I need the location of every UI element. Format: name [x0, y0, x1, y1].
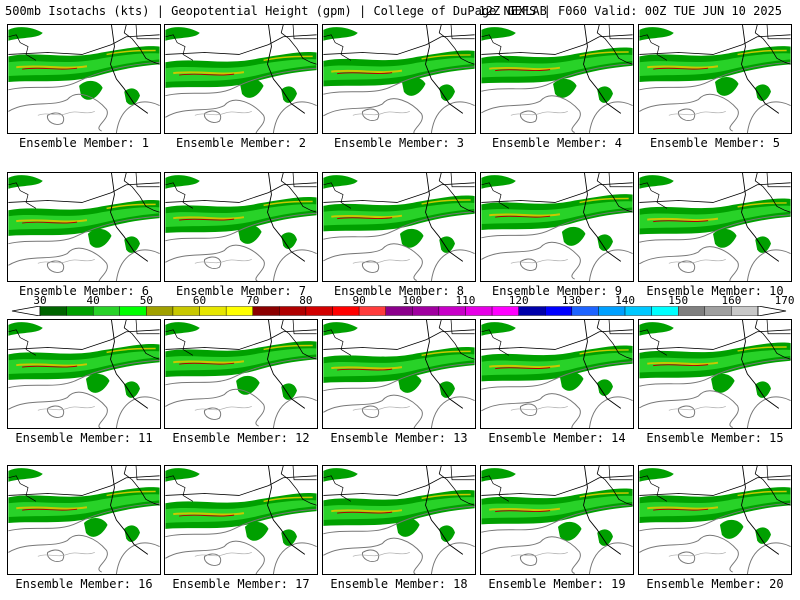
ensemble-member-label: Ensemble Member: 11 [15, 431, 153, 445]
colorbar-tick-label: 80 [299, 294, 313, 307]
ensemble-member-label: Ensemble Member: 3 [333, 136, 465, 150]
colorbar-tick-label: 160 [721, 294, 742, 307]
ensemble-member-map [7, 465, 161, 575]
ensemble-member-map [7, 319, 161, 429]
colorbar-tick-label: 70 [246, 294, 260, 307]
colorbar-tick-label: 150 [668, 294, 689, 307]
ensemble-member-map [322, 465, 476, 575]
colorbar-tick-label: 60 [192, 294, 207, 307]
ensemble-member-map [322, 172, 476, 282]
ensemble-member-label: Ensemble Member: 9 [491, 284, 623, 298]
colorbar-tick-label: 30 [33, 294, 47, 307]
ensemble-member-map [638, 24, 792, 134]
colorbar-tick-label: 140 [615, 294, 635, 307]
ensemble-member-label: Ensemble Member: 19 [488, 577, 626, 591]
isotach-colorbar: 30 40 50 60 70 80 90 100 110 120 130 140 150 160 170 [0, 294, 800, 318]
colorbar-tick-label: 40 [86, 294, 100, 307]
ensemble-member-map [638, 319, 792, 429]
ensemble-member-label: Ensemble Member: 13 [330, 431, 468, 445]
header-run-info: 12Z GEFS | F060 Valid: 00Z TUE JUN 10 20… [478, 4, 782, 18]
map-header: 500mb Isotachs (kts) | Geopotential Heig… [0, 0, 800, 22]
ensemble-member-map [480, 465, 634, 575]
colorbar-tick-label: 130 [561, 294, 582, 307]
ensemble-member-map [638, 172, 792, 282]
ensemble-member-map [480, 172, 634, 282]
ensemble-member-label: Ensemble Member: 10 [646, 284, 784, 298]
ensemble-member-map [480, 319, 634, 429]
colorbar-tick-label: 90 [352, 294, 366, 307]
colorbar-tick-label: 120 [508, 294, 529, 307]
ensemble-member-label: Ensemble Member: 7 [175, 284, 307, 298]
ensemble-member-label: Ensemble Member: 4 [491, 136, 623, 150]
colorbar-tick-label: 170 [774, 294, 795, 307]
ensemble-member-label: Ensemble Member: 6 [18, 284, 150, 298]
ensemble-member-map [322, 24, 476, 134]
ensemble-member-map [322, 319, 476, 429]
ensemble-member-map [164, 24, 318, 134]
ensemble-member-label: Ensemble Member: 15 [646, 431, 784, 445]
ensemble-member-label: Ensemble Member: 8 [333, 284, 465, 298]
ensemble-member-map [638, 465, 792, 575]
header-title: 500mb Isotachs (kts) | Geopotential Heig… [5, 4, 547, 18]
ensemble-member-label: Ensemble Member: 17 [172, 577, 310, 591]
ensemble-member-label: Ensemble Member: 14 [488, 431, 626, 445]
ensemble-member-label: Ensemble Member: 5 [649, 136, 781, 150]
ensemble-member-map [7, 24, 161, 134]
colorbar-tick-label: 100 [402, 294, 423, 307]
colorbar-tick-label: 50 [139, 294, 153, 307]
ensemble-member-label: Ensemble Member: 12 [172, 431, 310, 445]
ensemble-member-label: Ensemble Member: 2 [175, 136, 307, 150]
ensemble-member-map [164, 465, 318, 575]
ensemble-member-map [164, 319, 318, 429]
colorbar-tick-label: 110 [455, 294, 476, 307]
ensemble-member-label: Ensemble Member: 1 [18, 136, 150, 150]
ensemble-member-map [164, 172, 318, 282]
ensemble-member-label: Ensemble Member: 16 [15, 577, 153, 591]
ensemble-member-label: Ensemble Member: 20 [646, 577, 784, 591]
ensemble-member-map [480, 24, 634, 134]
colorbar-scale [11, 306, 787, 316]
ensemble-member-label: Ensemble Member: 18 [330, 577, 468, 591]
ensemble-member-map [7, 172, 161, 282]
